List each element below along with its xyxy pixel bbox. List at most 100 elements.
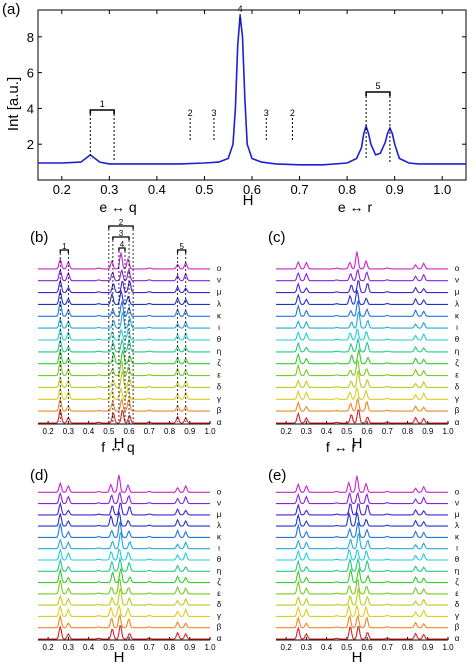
stack-label-d: λ xyxy=(217,521,221,530)
stack-line-e xyxy=(276,510,448,527)
stack-label-e: α xyxy=(455,634,460,643)
stack-line-d xyxy=(38,588,210,606)
stack-line-c xyxy=(276,360,448,377)
x-tick-label-c: 0.3 xyxy=(301,427,313,436)
bracket-b xyxy=(59,249,70,253)
stack-line-d xyxy=(38,474,210,493)
stack-label-c: θ xyxy=(455,335,460,344)
y-tick-label-a: 4 xyxy=(27,101,34,116)
stack-label-d: β xyxy=(217,623,222,632)
x-tick-label-e: 1.0 xyxy=(442,643,454,652)
bracket-b xyxy=(176,249,187,253)
stack-label-d: κ xyxy=(217,532,222,541)
annotation-label-a: 1 xyxy=(100,99,105,109)
stack-label-e: β xyxy=(455,623,460,632)
stack-label-c: η xyxy=(455,347,459,356)
stack-label-b: θ xyxy=(217,335,222,344)
x-tick-label-a: 0.8 xyxy=(338,182,356,197)
stack-line-c xyxy=(276,385,448,400)
stack-label-e: κ xyxy=(455,532,460,541)
stack-line-e xyxy=(276,567,448,584)
ylabel-a: Int [a.u.] xyxy=(5,77,22,131)
stack-line-d xyxy=(38,509,210,527)
stack-label-c: ι xyxy=(456,323,458,332)
stack-line-e xyxy=(276,603,448,617)
xlabel-a: H xyxy=(243,192,254,209)
x-tick-label-c: 0.4 xyxy=(321,427,333,436)
bracket-b xyxy=(112,236,130,240)
stack-line-b xyxy=(38,267,210,282)
annotation-label-b: 3 xyxy=(119,229,124,238)
stack-label-d: μ xyxy=(217,510,222,519)
stack-label-e: ν xyxy=(455,499,459,508)
stack-line-e xyxy=(276,557,448,572)
stack-label-e: θ xyxy=(455,555,460,564)
x-tick-label-d: 0.2 xyxy=(43,643,55,652)
stack-label-c: β xyxy=(455,406,460,415)
xlabel-c: H xyxy=(352,435,363,452)
stack-line-d xyxy=(38,625,210,640)
stack-line-e xyxy=(276,502,448,516)
stack-line-b xyxy=(38,327,210,341)
header-e: f ↔ r xyxy=(326,439,357,455)
stack-line-c xyxy=(276,268,448,282)
stack-label-e: δ xyxy=(455,600,460,609)
stack-label-c: ζ xyxy=(455,359,459,368)
stack-line-e xyxy=(276,531,448,550)
stack-line-d xyxy=(38,547,210,561)
stack-line-e xyxy=(276,579,448,595)
stack-line-e xyxy=(276,614,448,629)
stack-line-d xyxy=(38,530,210,550)
stack-label-e: η xyxy=(455,566,459,575)
x-tick-label-c: 0.9 xyxy=(422,427,434,436)
xlabel-e: H xyxy=(352,649,363,665)
stack-line-c xyxy=(276,310,448,329)
x-tick-label-d: 0.4 xyxy=(83,643,95,652)
stack-label-d: ι xyxy=(218,544,220,553)
stack-line-d xyxy=(38,567,210,584)
stack-label-c: ν xyxy=(455,276,459,285)
stack-line-b xyxy=(38,360,210,377)
x-tick-label-a: 0.5 xyxy=(195,182,213,197)
stack-label-c: λ xyxy=(455,299,459,308)
x-tick-label-b: 0.5 xyxy=(103,427,115,436)
stack-label-d: ζ xyxy=(217,578,221,587)
stack-line-e xyxy=(276,522,448,538)
x-tick-label-e: 0.9 xyxy=(422,643,434,652)
x-tick-label-b: 0.9 xyxy=(184,427,196,436)
axes-frame-a xyxy=(37,9,467,181)
stack-label-d: γ xyxy=(217,611,221,620)
stack-label-e: ι xyxy=(456,544,458,553)
panel-label-c: (c) xyxy=(268,229,286,246)
stack-label-e: λ xyxy=(455,521,459,530)
stack-line-b xyxy=(38,278,210,294)
x-tick-label-d: 1.0 xyxy=(204,643,216,652)
stack-line-d xyxy=(38,491,210,505)
stack-line-c xyxy=(276,349,448,365)
panel-label-b: (b) xyxy=(30,229,48,246)
x-tick-label-a: 0.9 xyxy=(386,182,404,197)
stack-line-b xyxy=(38,348,210,365)
x-tick-label-e: 0.3 xyxy=(301,643,313,652)
x-tick-label-d: 0.5 xyxy=(103,643,115,652)
stack-line-e xyxy=(276,475,448,493)
stack-line-c xyxy=(276,288,448,305)
stack-label-b: γ xyxy=(217,394,221,403)
stack-line-d xyxy=(38,556,210,572)
panel-label-a: (a) xyxy=(2,1,20,18)
annotation-label-a: 2 xyxy=(188,108,193,118)
x-tick-label-e: 0.6 xyxy=(361,643,373,652)
header-b: e ↔ q xyxy=(99,199,136,215)
plot-layer: 0.2 0.3 0.4 0.5 0.6 0.7 0.8 0.9 1.0 2 4 6 8 1 2 3 4 3 2 5 0.… xyxy=(27,4,467,652)
stack-label-d: ε xyxy=(217,589,221,598)
stack-label-b: μ xyxy=(217,288,222,297)
stack-line-e xyxy=(276,625,448,640)
x-tick-label-d: 0.6 xyxy=(123,643,135,652)
xlabel-b: H xyxy=(114,435,125,452)
x-tick-label-c: 1.0 xyxy=(442,427,454,436)
stack-label-c: α xyxy=(455,418,460,427)
x-tick-label-a: 1.0 xyxy=(433,182,451,197)
x-tick-label-c: 0.2 xyxy=(281,427,293,436)
stack-line-b xyxy=(38,386,210,400)
bracket-a xyxy=(365,91,391,96)
